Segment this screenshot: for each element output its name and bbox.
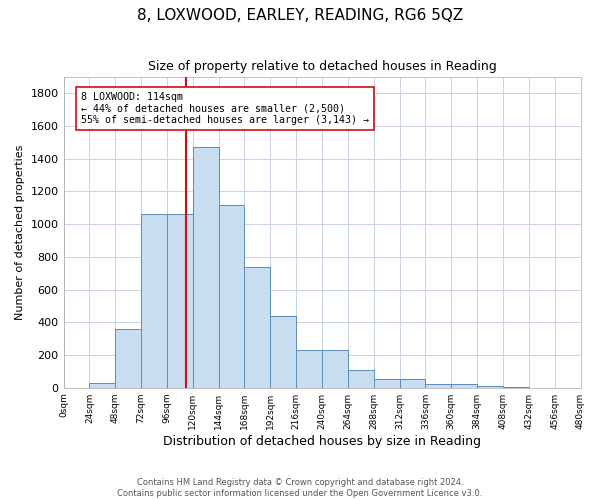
Bar	[477, 386, 503, 388]
Bar	[322, 350, 348, 388]
Bar	[348, 370, 374, 388]
Title: Size of property relative to detached houses in Reading: Size of property relative to detached ho…	[148, 60, 496, 73]
Bar	[167, 214, 193, 388]
Text: Contains HM Land Registry data © Crown copyright and database right 2024.
Contai: Contains HM Land Registry data © Crown c…	[118, 478, 482, 498]
Bar	[451, 384, 477, 388]
Bar	[218, 204, 244, 388]
X-axis label: Distribution of detached houses by size in Reading: Distribution of detached houses by size …	[163, 434, 481, 448]
Bar	[425, 384, 451, 388]
Bar	[89, 383, 115, 388]
Bar	[271, 316, 296, 388]
Bar	[244, 266, 271, 388]
Bar	[193, 148, 218, 388]
Y-axis label: Number of detached properties: Number of detached properties	[15, 144, 25, 320]
Bar	[503, 387, 529, 388]
Bar	[115, 329, 141, 388]
Text: 8 LOXWOOD: 114sqm
← 44% of detached houses are smaller (2,500)
55% of semi-detac: 8 LOXWOOD: 114sqm ← 44% of detached hous…	[81, 92, 369, 125]
Bar	[141, 214, 167, 388]
Bar	[400, 378, 425, 388]
Text: 8, LOXWOOD, EARLEY, READING, RG6 5QZ: 8, LOXWOOD, EARLEY, READING, RG6 5QZ	[137, 8, 463, 22]
Bar	[296, 350, 322, 388]
Bar	[374, 378, 400, 388]
